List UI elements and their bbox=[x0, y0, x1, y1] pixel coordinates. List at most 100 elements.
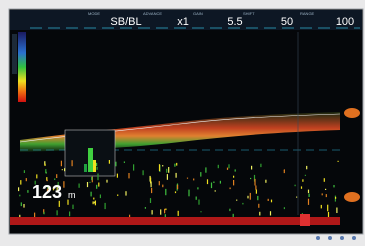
echo bbox=[255, 186, 256, 190]
echo bbox=[96, 185, 97, 189]
echo bbox=[168, 167, 169, 173]
echo bbox=[18, 187, 19, 191]
echo bbox=[322, 193, 323, 195]
echo bbox=[259, 212, 260, 216]
echo bbox=[45, 164, 46, 166]
depth-marker bbox=[344, 108, 360, 118]
echo bbox=[26, 178, 27, 181]
echo bbox=[69, 212, 70, 217]
field-label: MODE bbox=[88, 11, 100, 16]
echo bbox=[87, 182, 88, 187]
echo bbox=[160, 209, 161, 214]
echo bbox=[228, 164, 229, 168]
echo bbox=[260, 164, 261, 167]
side-tools bbox=[12, 34, 17, 74]
echo bbox=[235, 169, 236, 171]
echo bbox=[166, 169, 167, 173]
echo bbox=[247, 196, 248, 199]
echo bbox=[97, 167, 98, 170]
echo bbox=[200, 211, 201, 212]
echo bbox=[97, 174, 98, 181]
field-value: 100 bbox=[336, 16, 354, 28]
echo bbox=[308, 199, 309, 205]
echo bbox=[57, 210, 58, 215]
echo bbox=[151, 182, 152, 188]
echo bbox=[117, 195, 118, 196]
echo bbox=[302, 179, 303, 182]
echo bbox=[167, 174, 168, 180]
echo bbox=[105, 203, 106, 209]
echo bbox=[200, 172, 201, 177]
depth-value: 123 bbox=[32, 182, 62, 202]
field-value: SB/BL bbox=[110, 16, 141, 28]
echo bbox=[335, 197, 336, 199]
echo bbox=[128, 173, 129, 178]
echo bbox=[27, 190, 28, 193]
echo bbox=[295, 185, 296, 187]
depth-unit: m bbox=[68, 190, 76, 200]
echo bbox=[242, 203, 243, 205]
field-label: ADVANCE bbox=[143, 11, 162, 16]
color-scale bbox=[18, 32, 26, 102]
sonar-screen: 123 m MODESB/BLADVANCEx1GAIN5.5SHIFT50RA… bbox=[0, 0, 365, 246]
echo bbox=[133, 164, 134, 170]
echo bbox=[174, 164, 175, 167]
echo bbox=[165, 189, 166, 195]
echo bbox=[24, 170, 25, 173]
echo bbox=[193, 179, 194, 181]
echo bbox=[106, 180, 107, 183]
echo bbox=[145, 207, 146, 209]
echo bbox=[233, 176, 234, 178]
echo bbox=[296, 197, 297, 198]
echo bbox=[176, 163, 177, 166]
echo bbox=[251, 166, 252, 170]
echo bbox=[229, 209, 230, 211]
echo bbox=[63, 181, 64, 188]
echo bbox=[93, 198, 94, 200]
echo bbox=[19, 195, 20, 197]
echo bbox=[309, 194, 310, 197]
dot bbox=[340, 236, 344, 240]
echo bbox=[152, 210, 153, 214]
dot bbox=[328, 236, 332, 240]
echo bbox=[61, 161, 62, 167]
echo bbox=[270, 211, 271, 215]
echo bbox=[54, 178, 55, 180]
echo bbox=[67, 200, 68, 205]
echo bbox=[21, 202, 22, 206]
field-value: 5.5 bbox=[227, 16, 242, 28]
echo bbox=[268, 199, 269, 201]
field-value: x1 bbox=[177, 16, 189, 28]
field-label: RANGE bbox=[300, 11, 315, 16]
echo bbox=[98, 183, 99, 187]
echo bbox=[91, 177, 92, 180]
echo bbox=[177, 185, 178, 189]
echo bbox=[306, 166, 307, 169]
echo bbox=[321, 205, 322, 209]
echo bbox=[205, 167, 206, 172]
echo bbox=[64, 168, 65, 171]
echo bbox=[250, 178, 251, 179]
echo bbox=[215, 190, 216, 191]
echo bbox=[254, 179, 255, 186]
echo bbox=[211, 183, 212, 189]
echo bbox=[198, 200, 199, 205]
echo bbox=[143, 170, 144, 175]
echo bbox=[220, 181, 221, 184]
echo bbox=[227, 168, 228, 170]
echo bbox=[213, 182, 214, 184]
echo bbox=[176, 173, 177, 178]
echo bbox=[326, 194, 327, 197]
echo bbox=[44, 212, 45, 214]
echo bbox=[175, 191, 176, 193]
echo bbox=[257, 196, 258, 200]
dot bbox=[316, 236, 320, 240]
field-label: GAIN bbox=[193, 11, 203, 16]
field-value: 50 bbox=[281, 16, 293, 28]
echo bbox=[46, 172, 47, 174]
echo bbox=[95, 201, 96, 206]
echo bbox=[233, 180, 234, 185]
echo bbox=[56, 174, 57, 178]
echo bbox=[162, 165, 163, 166]
echo bbox=[89, 182, 90, 183]
